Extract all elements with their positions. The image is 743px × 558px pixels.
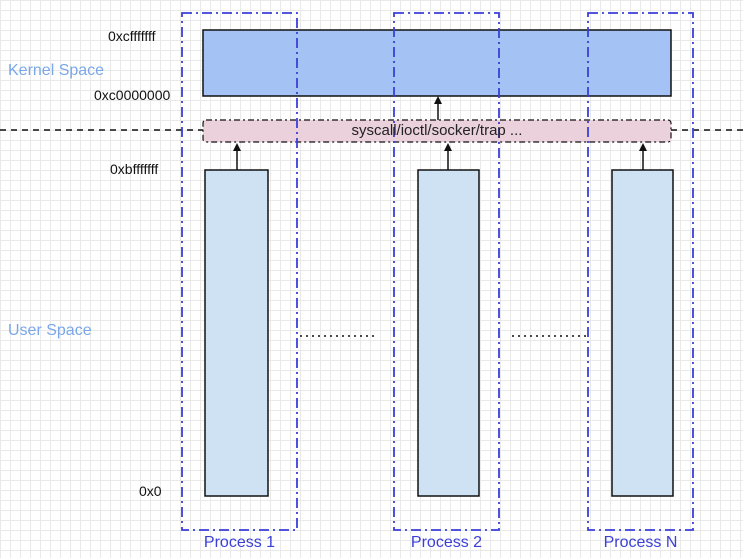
process-2-user-block — [417, 169, 480, 497]
user-space-label: User Space — [8, 322, 92, 339]
process-n-boundary — [587, 12, 694, 531]
process-2-label: Process 2 — [410, 534, 483, 551]
syscall-band-label: syscall/ioctl/socker/trap ... — [351, 122, 523, 139]
process-n-label: Process N — [603, 534, 678, 551]
process-1-user-block — [204, 169, 269, 497]
process-1-boundary — [181, 12, 298, 531]
address-zero: 0x0 — [139, 483, 162, 499]
kernel-space-block — [202, 29, 672, 97]
address-kernel-top: 0xcfffffff — [108, 28, 156, 44]
kernel-space-label: Kernel Space — [8, 62, 105, 79]
address-kernel-base: 0xc0000000 — [94, 87, 171, 103]
process-1-label: Process 1 — [203, 534, 276, 551]
address-user-top: 0xbfffffff — [110, 161, 159, 177]
process-2-boundary — [393, 12, 500, 531]
process-n-user-block — [611, 169, 674, 497]
syscall-band — [202, 119, 672, 143]
